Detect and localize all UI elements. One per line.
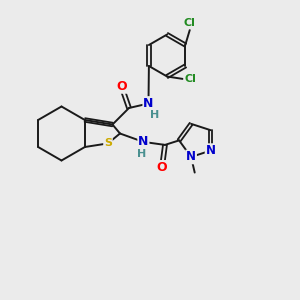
- Text: N: N: [206, 144, 216, 157]
- Text: S: S: [104, 138, 112, 148]
- Text: N: N: [186, 150, 196, 164]
- Text: H: H: [137, 149, 146, 159]
- Text: N: N: [138, 135, 148, 148]
- Text: Cl: Cl: [184, 74, 196, 84]
- Text: N: N: [143, 97, 154, 110]
- Text: O: O: [157, 161, 167, 174]
- Text: O: O: [116, 80, 127, 93]
- Text: Cl: Cl: [184, 18, 196, 28]
- Text: H: H: [151, 110, 160, 120]
